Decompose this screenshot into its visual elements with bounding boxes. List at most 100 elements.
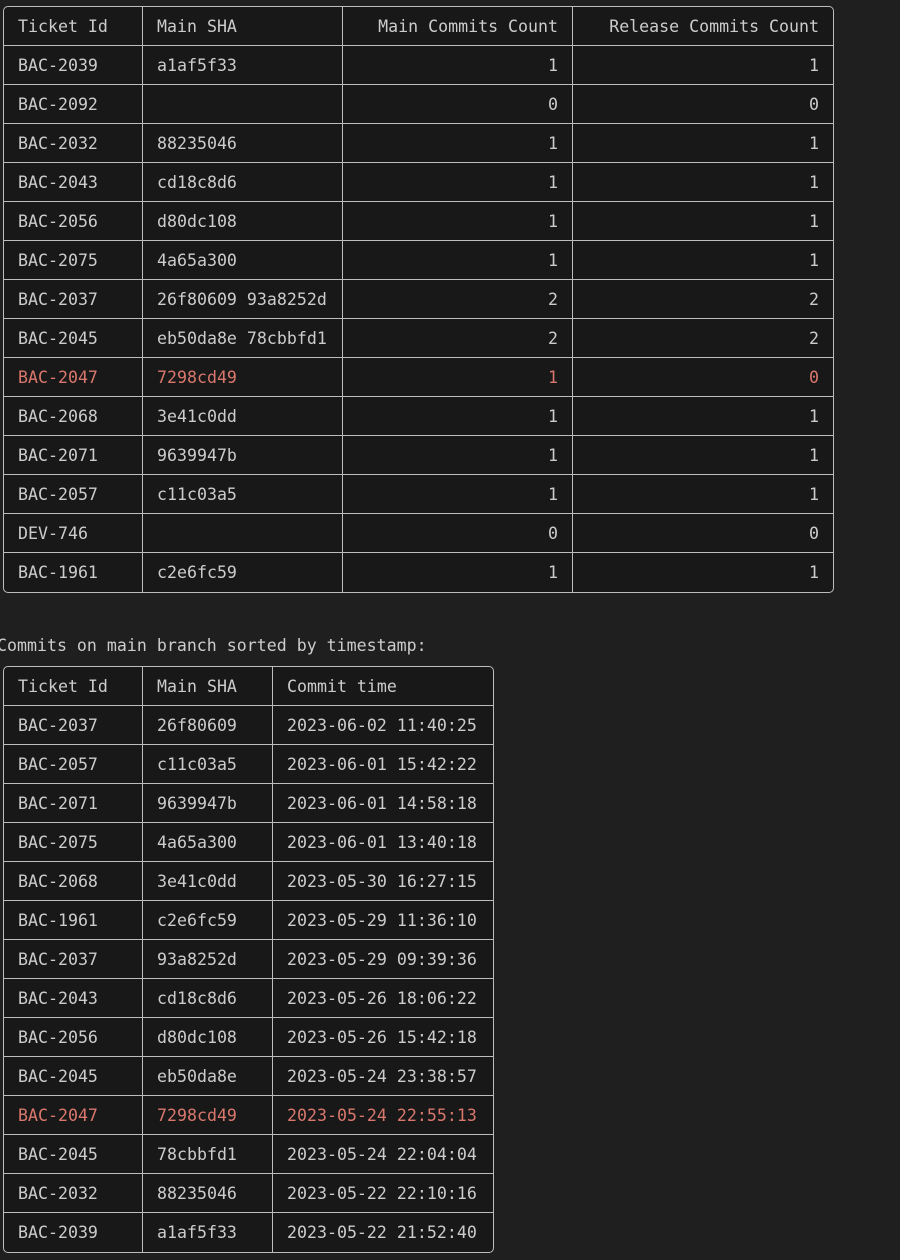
main-commits-count-cell: 1	[343, 475, 573, 514]
release-commits-count-cell: 1	[573, 436, 833, 475]
table-row: BAC-2037 26f80609 2023-06-02 11:40:25	[4, 706, 493, 745]
ticket-id-cell: BAC-2071	[4, 784, 143, 823]
table-row: BAC-2045 eb50da8e 78cbbfd1 2 2	[4, 319, 833, 358]
main-sha-cell: 4a65a300	[143, 823, 273, 862]
header-row: Ticket Id Main SHA Main Commits Count Re…	[4, 7, 833, 46]
main-commits-count-cell: 2	[343, 319, 573, 358]
ticket-id-cell: BAC-2092	[4, 85, 143, 124]
main-sha-cell: 93a8252d	[143, 940, 273, 979]
table-row: BAC-2056 d80dc108 1 1	[4, 202, 833, 241]
main-sha-cell: c2e6fc59	[143, 901, 273, 940]
ticket-id-cell: BAC-2047	[4, 358, 143, 397]
commit-time-cell: 2023-05-24 22:55:13	[273, 1096, 493, 1135]
main-commits-count-cell: 1	[343, 124, 573, 163]
header-ticket-id: Ticket Id	[4, 667, 143, 706]
header-main-sha: Main SHA	[143, 667, 273, 706]
table-row: BAC-2071 9639947b 2023-06-01 14:58:18	[4, 784, 493, 823]
ticket-id-cell: BAC-2045	[4, 319, 143, 358]
table-row: BAC-2068 3e41c0dd 2023-05-30 16:27:15	[4, 862, 493, 901]
table-row: BAC-2032 88235046 1 1	[4, 124, 833, 163]
main-sha-cell: 88235046	[143, 1174, 273, 1213]
summary-table: Ticket Id Main SHA Main Commits Count Re…	[3, 6, 834, 593]
commit-time-cell: 2023-05-29 11:36:10	[273, 901, 493, 940]
main-commits-count-cell: 1	[343, 397, 573, 436]
ticket-id-cell: BAC-2043	[4, 163, 143, 202]
ticket-id-cell: BAC-2057	[4, 475, 143, 514]
main-sha-cell: 26f80609 93a8252d	[143, 280, 343, 319]
ticket-id-cell: BAC-2056	[4, 202, 143, 241]
table-row: BAC-2057 c11c03a5 2023-06-01 15:42:22	[4, 745, 493, 784]
release-commits-count-cell: 1	[573, 475, 833, 514]
main-commits-count-cell: 1	[343, 202, 573, 241]
table-row: BAC-2043 cd18c8d6 1 1	[4, 163, 833, 202]
main-sha-cell: 3e41c0dd	[143, 397, 343, 436]
main-sha-cell: 88235046	[143, 124, 343, 163]
commit-time-cell: 2023-05-30 16:27:15	[273, 862, 493, 901]
table-row: BAC-1961 c2e6fc59 1 1	[4, 553, 833, 592]
main-commits-count-cell: 1	[343, 358, 573, 397]
commit-time-cell: 2023-05-26 15:42:18	[273, 1018, 493, 1057]
main-sha-cell: a1af5f33	[143, 46, 343, 85]
release-commits-count-cell: 1	[809, 563, 819, 582]
release-commits-count-cell: 0	[573, 85, 833, 124]
table-row: BAC-2037 26f80609 93a8252d 2 2	[4, 280, 833, 319]
main-commits-count-cell: 0	[343, 514, 573, 553]
table-row: BAC-2047 7298cd49 1 0	[4, 358, 833, 397]
table-row: BAC-2068 3e41c0dd 1 1	[4, 397, 833, 436]
commit-time-cell: 2023-05-26 18:06:22	[273, 979, 493, 1018]
release-commits-count-cell: 0	[573, 358, 833, 397]
main-sha-cell: 3e41c0dd	[143, 862, 273, 901]
header-main-commits-count: Main Commits Count	[343, 7, 573, 46]
commit-time-cell: 2023-05-22 21:52:40	[287, 1223, 477, 1242]
header-commit-time: Commit time	[273, 667, 493, 706]
commit-time-cell: 2023-06-01 13:40:18	[273, 823, 493, 862]
header-release-commits-count: Release Commits Count	[573, 7, 833, 46]
main-commits-count-cell: 0	[343, 85, 573, 124]
release-commits-count-cell: 1	[573, 241, 833, 280]
ticket-id-cell: BAC-2043	[4, 979, 143, 1018]
main-sha-cell: 4a65a300	[143, 241, 343, 280]
ticket-id-cell: BAC-2037	[4, 280, 143, 319]
release-commits-count-cell: 0	[573, 514, 833, 553]
table-row: BAC-2075 4a65a300 2023-06-01 13:40:18	[4, 823, 493, 862]
commit-time-cell: 2023-06-01 14:58:18	[273, 784, 493, 823]
ticket-id-cell: BAC-2039	[4, 1213, 143, 1252]
release-commits-count-cell: 1	[573, 46, 833, 85]
main-sha-cell: c11c03a5	[143, 745, 273, 784]
ticket-id-cell: BAC-2037	[4, 706, 143, 745]
ticket-id-cell: BAC-2071	[4, 436, 143, 475]
release-commits-count-cell: 1	[573, 124, 833, 163]
main-sha-cell: eb50da8e 78cbbfd1	[143, 319, 343, 358]
ticket-id-cell: BAC-2047	[4, 1096, 143, 1135]
table-row: BAC-2032 88235046 2023-05-22 22:10:16	[4, 1174, 493, 1213]
main-sha-cell: d80dc108	[143, 1018, 273, 1057]
release-commits-count-cell: 1	[573, 397, 833, 436]
commit-time-cell: 2023-06-01 15:42:22	[273, 745, 493, 784]
header-ticket-id: Ticket Id	[4, 7, 143, 46]
header-main-sha: Main SHA	[143, 7, 343, 46]
table-row: BAC-2092 0 0	[4, 85, 833, 124]
main-sha-cell: eb50da8e	[143, 1057, 273, 1096]
main-sha-cell: 7298cd49	[143, 358, 343, 397]
ticket-id-cell: BAC-1961	[4, 553, 143, 592]
table-row: BAC-2071 9639947b 1 1	[4, 436, 833, 475]
table-row: BAC-2045 eb50da8e 2023-05-24 23:38:57	[4, 1057, 493, 1096]
main-sha-cell: c2e6fc59	[143, 553, 343, 592]
main-sha-cell: a1af5f33	[143, 1213, 273, 1252]
release-commits-count-cell: 1	[573, 202, 833, 241]
main-sha-cell	[143, 514, 343, 553]
table-row: DEV-746 0 0	[4, 514, 833, 553]
ticket-id-cell: BAC-2075	[4, 823, 143, 862]
ticket-id-cell: BAC-2068	[4, 397, 143, 436]
release-commits-count-cell: 2	[573, 319, 833, 358]
table-row: BAC-2075 4a65a300 1 1	[4, 241, 833, 280]
release-commits-count-cell: 2	[573, 280, 833, 319]
ticket-id-cell: BAC-2068	[4, 862, 143, 901]
commits-caption: Commits on main branch sorted by timesta…	[0, 636, 427, 655]
main-commits-count-cell: 2	[343, 280, 573, 319]
main-commits-count-cell: 1	[343, 553, 573, 592]
ticket-id-cell: DEV-746	[4, 514, 143, 553]
main-sha-cell	[143, 85, 343, 124]
release-commits-count-cell: 1	[573, 163, 833, 202]
ticket-id-cell: BAC-2057	[4, 745, 143, 784]
